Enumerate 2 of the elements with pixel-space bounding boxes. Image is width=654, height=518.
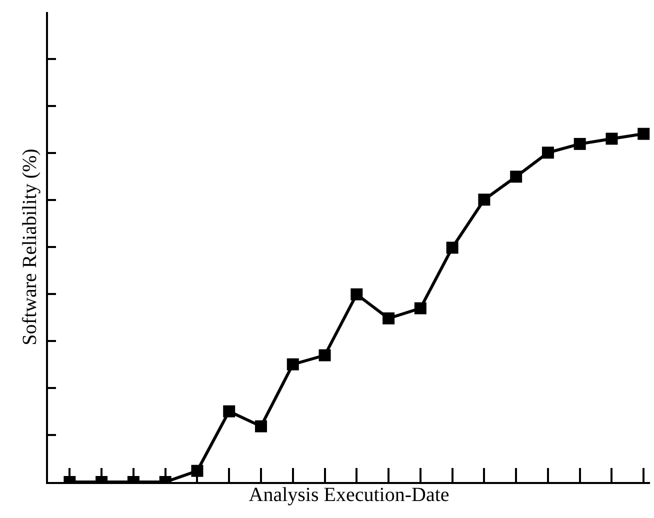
y-axis-title: Software Reliability (%)	[19, 148, 41, 346]
x-axis-title: Analysis Execution-Date	[248, 484, 450, 506]
